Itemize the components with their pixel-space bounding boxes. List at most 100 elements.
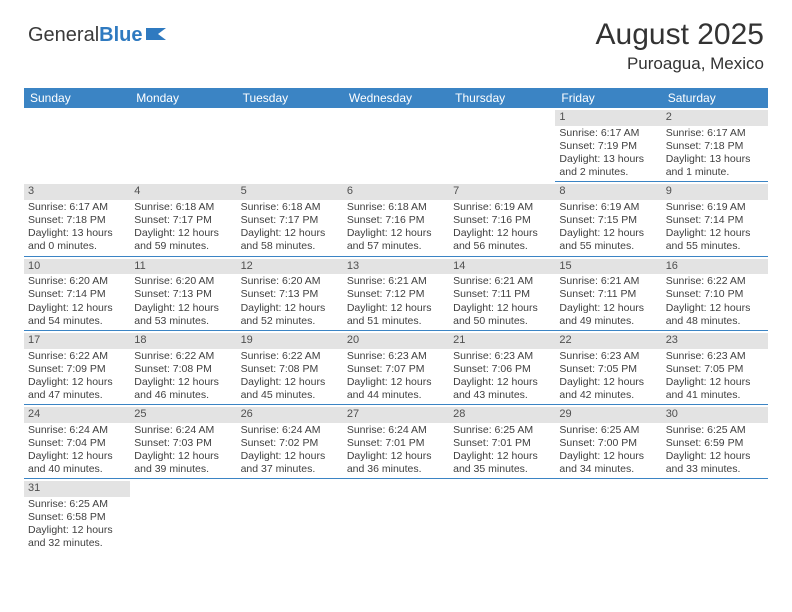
day-cell: 21Sunrise: 6:23 AMSunset: 7:06 PMDayligh…	[449, 331, 555, 405]
day-cell	[449, 108, 555, 182]
day-number: 17	[24, 333, 130, 349]
day-cell: 15Sunrise: 6:21 AMSunset: 7:11 PMDayligh…	[555, 257, 661, 331]
day-body: Sunrise: 6:19 AMSunset: 7:16 PMDaylight:…	[453, 201, 551, 254]
dow-cell: Tuesday	[237, 88, 343, 108]
day-number: 1	[555, 110, 661, 126]
day-body: Sunrise: 6:22 AMSunset: 7:08 PMDaylight:…	[134, 350, 232, 403]
day-number: 2	[662, 110, 768, 126]
day-cell: 22Sunrise: 6:23 AMSunset: 7:05 PMDayligh…	[555, 331, 661, 405]
day-cell: 3Sunrise: 6:17 AMSunset: 7:18 PMDaylight…	[24, 182, 130, 256]
day-cell	[237, 479, 343, 552]
dow-cell: Saturday	[662, 88, 768, 108]
logo-flag-icon	[146, 26, 168, 42]
day-cell: 8Sunrise: 6:19 AMSunset: 7:15 PMDaylight…	[555, 182, 661, 256]
day-cell: 26Sunrise: 6:24 AMSunset: 7:02 PMDayligh…	[237, 405, 343, 479]
day-body: Sunrise: 6:21 AMSunset: 7:11 PMDaylight:…	[453, 275, 551, 328]
day-cell: 13Sunrise: 6:21 AMSunset: 7:12 PMDayligh…	[343, 257, 449, 331]
day-body: Sunrise: 6:23 AMSunset: 7:07 PMDaylight:…	[347, 350, 445, 403]
day-number: 27	[343, 407, 449, 423]
day-cell: 27Sunrise: 6:24 AMSunset: 7:01 PMDayligh…	[343, 405, 449, 479]
day-cell: 12Sunrise: 6:20 AMSunset: 7:13 PMDayligh…	[237, 257, 343, 331]
day-cell: 2Sunrise: 6:17 AMSunset: 7:18 PMDaylight…	[662, 108, 768, 182]
day-number: 13	[343, 259, 449, 275]
logo-text-1: General	[28, 24, 99, 47]
day-body: Sunrise: 6:24 AMSunset: 7:02 PMDaylight:…	[241, 424, 339, 477]
day-cell	[24, 108, 130, 182]
location-label: Puroagua, Mexico	[596, 54, 764, 74]
day-body: Sunrise: 6:25 AMSunset: 6:58 PMDaylight:…	[28, 498, 126, 551]
day-cell	[555, 479, 661, 552]
day-body: Sunrise: 6:22 AMSunset: 7:08 PMDaylight:…	[241, 350, 339, 403]
dow-cell: Friday	[555, 88, 661, 108]
day-cell: 6Sunrise: 6:18 AMSunset: 7:16 PMDaylight…	[343, 182, 449, 256]
day-cell: 25Sunrise: 6:24 AMSunset: 7:03 PMDayligh…	[130, 405, 236, 479]
day-body: Sunrise: 6:24 AMSunset: 7:01 PMDaylight:…	[347, 424, 445, 477]
day-body: Sunrise: 6:20 AMSunset: 7:14 PMDaylight:…	[28, 275, 126, 328]
dow-cell: Sunday	[24, 88, 130, 108]
week-row: 24Sunrise: 6:24 AMSunset: 7:04 PMDayligh…	[24, 405, 768, 479]
day-body: Sunrise: 6:20 AMSunset: 7:13 PMDaylight:…	[134, 275, 232, 328]
day-number: 20	[343, 333, 449, 349]
day-cell	[343, 479, 449, 552]
week-row: 17Sunrise: 6:22 AMSunset: 7:09 PMDayligh…	[24, 331, 768, 405]
day-number: 12	[237, 259, 343, 275]
day-body: Sunrise: 6:18 AMSunset: 7:16 PMDaylight:…	[347, 201, 445, 254]
day-body: Sunrise: 6:25 AMSunset: 7:00 PMDaylight:…	[559, 424, 657, 477]
day-body: Sunrise: 6:17 AMSunset: 7:18 PMDaylight:…	[28, 201, 126, 254]
day-body: Sunrise: 6:24 AMSunset: 7:03 PMDaylight:…	[134, 424, 232, 477]
day-body: Sunrise: 6:22 AMSunset: 7:09 PMDaylight:…	[28, 350, 126, 403]
day-cell: 17Sunrise: 6:22 AMSunset: 7:09 PMDayligh…	[24, 331, 130, 405]
day-body: Sunrise: 6:20 AMSunset: 7:13 PMDaylight:…	[241, 275, 339, 328]
day-body: Sunrise: 6:23 AMSunset: 7:05 PMDaylight:…	[559, 350, 657, 403]
day-number: 9	[662, 184, 768, 200]
week-row: 10Sunrise: 6:20 AMSunset: 7:14 PMDayligh…	[24, 257, 768, 331]
day-body: Sunrise: 6:19 AMSunset: 7:15 PMDaylight:…	[559, 201, 657, 254]
day-number: 24	[24, 407, 130, 423]
day-cell	[662, 479, 768, 552]
day-body: Sunrise: 6:23 AMSunset: 7:05 PMDaylight:…	[666, 350, 764, 403]
page-header: GeneralBlue August 2025 Puroagua, Mexico	[0, 0, 792, 84]
day-number: 16	[662, 259, 768, 275]
dow-cell: Monday	[130, 88, 236, 108]
day-number: 26	[237, 407, 343, 423]
day-cell	[130, 108, 236, 182]
day-cell: 24Sunrise: 6:24 AMSunset: 7:04 PMDayligh…	[24, 405, 130, 479]
day-number: 23	[662, 333, 768, 349]
calendar-grid: SundayMondayTuesdayWednesdayThursdayFrid…	[24, 88, 768, 553]
day-body: Sunrise: 6:25 AMSunset: 6:59 PMDaylight:…	[666, 424, 764, 477]
day-cell: 16Sunrise: 6:22 AMSunset: 7:10 PMDayligh…	[662, 257, 768, 331]
day-body: Sunrise: 6:17 AMSunset: 7:18 PMDaylight:…	[666, 127, 764, 180]
day-number: 21	[449, 333, 555, 349]
day-cell	[130, 479, 236, 552]
day-cell: 4Sunrise: 6:18 AMSunset: 7:17 PMDaylight…	[130, 182, 236, 256]
day-number: 3	[24, 184, 130, 200]
day-cell	[237, 108, 343, 182]
day-number: 6	[343, 184, 449, 200]
week-row: 1Sunrise: 6:17 AMSunset: 7:19 PMDaylight…	[24, 108, 768, 182]
day-body: Sunrise: 6:18 AMSunset: 7:17 PMDaylight:…	[241, 201, 339, 254]
day-number: 5	[237, 184, 343, 200]
day-cell: 29Sunrise: 6:25 AMSunset: 7:00 PMDayligh…	[555, 405, 661, 479]
title-block: August 2025 Puroagua, Mexico	[596, 18, 764, 74]
day-cell: 23Sunrise: 6:23 AMSunset: 7:05 PMDayligh…	[662, 331, 768, 405]
day-cell: 20Sunrise: 6:23 AMSunset: 7:07 PMDayligh…	[343, 331, 449, 405]
weeks-container: 1Sunrise: 6:17 AMSunset: 7:19 PMDaylight…	[24, 108, 768, 553]
day-number: 14	[449, 259, 555, 275]
day-number: 19	[237, 333, 343, 349]
day-body: Sunrise: 6:24 AMSunset: 7:04 PMDaylight:…	[28, 424, 126, 477]
day-number: 7	[449, 184, 555, 200]
day-cell	[449, 479, 555, 552]
day-number: 31	[24, 481, 130, 497]
day-number: 10	[24, 259, 130, 275]
day-cell: 10Sunrise: 6:20 AMSunset: 7:14 PMDayligh…	[24, 257, 130, 331]
day-body: Sunrise: 6:21 AMSunset: 7:11 PMDaylight:…	[559, 275, 657, 328]
day-cell: 19Sunrise: 6:22 AMSunset: 7:08 PMDayligh…	[237, 331, 343, 405]
day-number: 18	[130, 333, 236, 349]
day-body: Sunrise: 6:21 AMSunset: 7:12 PMDaylight:…	[347, 275, 445, 328]
week-row: 31Sunrise: 6:25 AMSunset: 6:58 PMDayligh…	[24, 479, 768, 552]
dow-cell: Wednesday	[343, 88, 449, 108]
month-title: August 2025	[596, 18, 764, 52]
day-cell: 1Sunrise: 6:17 AMSunset: 7:19 PMDaylight…	[555, 108, 661, 182]
day-cell	[343, 108, 449, 182]
day-cell: 14Sunrise: 6:21 AMSunset: 7:11 PMDayligh…	[449, 257, 555, 331]
